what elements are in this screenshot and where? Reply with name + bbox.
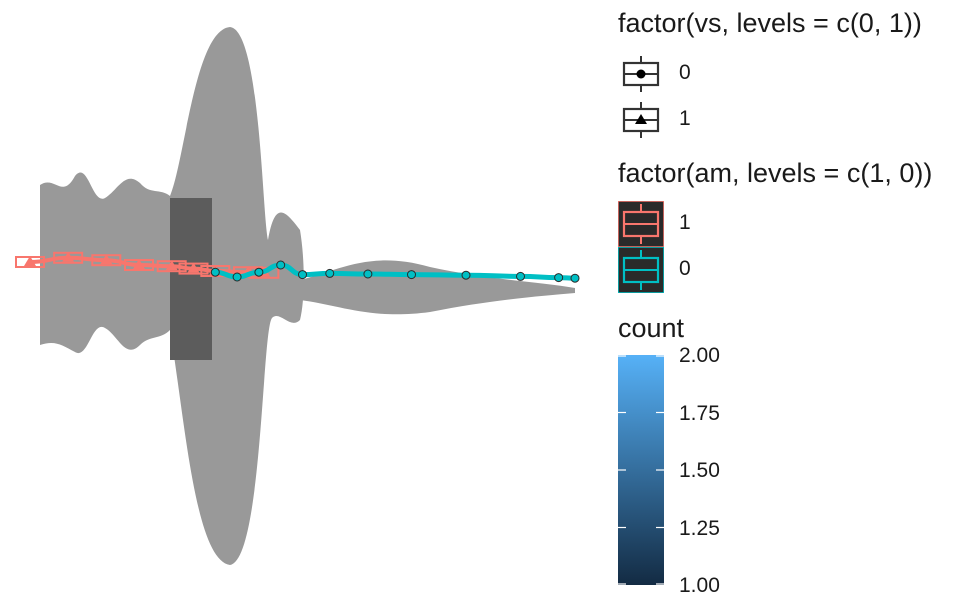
point-triangle-4 [165,260,178,271]
box-1-4 [156,260,187,273]
boxplot-red-key-icon [618,201,664,247]
box-1-2 [91,254,122,267]
legend-vs: factor(vs, levels = c(0, 1)) 0 1 [618,8,922,143]
legend-count-title: count [618,313,685,343]
point-circle-10 [554,273,564,283]
legend-vs-label-0: 0 [679,61,691,84]
point-triangle-0 [24,256,36,266]
legend-am-item-0: 1 [618,201,932,247]
boxplot-triangle-key-icon [622,102,660,138]
point-circle-2 [254,267,264,277]
point-circle-7 [407,270,416,280]
violin-overlap [170,198,212,360]
legend-vs-item-0: 0 [618,51,922,97]
violin-1 [170,27,304,565]
plot-panel [15,27,580,565]
box-1-1 [53,251,84,264]
legend-vs-label-1: 1 [679,107,691,130]
point-circle-9 [516,271,525,281]
point-triangle-5 [187,262,200,273]
violin-2 [300,260,575,315]
colorbar-label-150: 1.50 [679,459,720,482]
box-1-3 [124,259,154,271]
point-circle-6 [363,269,373,279]
point-circle-4 [298,270,307,280]
point-triangle-2 [100,254,113,265]
point-circle-3 [276,260,286,270]
legend-am-item-1: 0 [618,247,932,293]
legend-vs-title: factor(vs, levels = c(0, 1)) [618,8,922,38]
point-triangle-1 [62,251,75,262]
legend-am: factor(am, levels = c(1, 0)) 1 0 [618,158,932,293]
point-circle-0 [210,267,220,277]
colorbar-label-200: 2.00 [679,344,720,367]
colorbar-label-175: 1.75 [679,402,720,425]
colorbar-label-100: 1.00 [679,574,720,597]
colorbar-ticks [618,355,664,585]
legend-am-label-1: 0 [679,257,691,280]
point-circle-5 [325,268,335,278]
legend-am-title: factor(am, levels = c(1, 0)) [618,158,933,188]
count-colorbar [618,355,664,585]
box-1-5 [178,262,209,275]
box-1-0 [15,256,45,268]
point-circle-8 [461,270,471,280]
colorbar-label-125: 1.25 [679,517,720,540]
boxplot-circle-key-icon [622,56,660,92]
legend-vs-item-1: 1 [618,97,922,143]
point-circle-11 [570,273,580,283]
point-triangle-3 [133,259,145,269]
boxplot-teal-key-icon [618,247,664,293]
legend-am-label-0: 1 [679,211,691,234]
legend-count: count [618,313,684,343]
point-circle-1 [232,272,242,282]
